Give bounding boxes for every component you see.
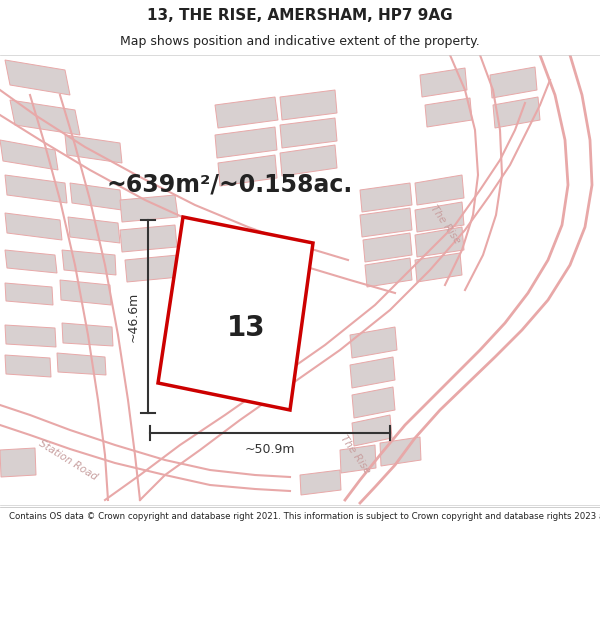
Text: ~50.9m: ~50.9m <box>245 443 295 456</box>
Text: The Rise: The Rise <box>428 204 462 246</box>
Polygon shape <box>420 68 467 97</box>
Polygon shape <box>415 202 464 232</box>
Polygon shape <box>218 155 277 186</box>
Text: Contains OS data © Crown copyright and database right 2021. This information is : Contains OS data © Crown copyright and d… <box>9 512 600 521</box>
Polygon shape <box>365 258 412 287</box>
Polygon shape <box>0 140 58 170</box>
Polygon shape <box>415 253 462 282</box>
Polygon shape <box>158 217 313 410</box>
Polygon shape <box>350 357 395 388</box>
Polygon shape <box>10 100 80 135</box>
Text: The Rise: The Rise <box>338 434 372 476</box>
Polygon shape <box>415 175 464 205</box>
Polygon shape <box>352 415 392 446</box>
Polygon shape <box>125 255 180 282</box>
Polygon shape <box>215 97 278 128</box>
Polygon shape <box>57 353 106 375</box>
Polygon shape <box>340 445 376 473</box>
Text: ~639m²/~0.158ac.: ~639m²/~0.158ac. <box>107 173 353 197</box>
Polygon shape <box>425 98 472 127</box>
Polygon shape <box>70 183 122 210</box>
Polygon shape <box>215 127 277 158</box>
Text: 13: 13 <box>227 314 265 342</box>
Polygon shape <box>380 437 421 466</box>
Polygon shape <box>62 323 113 346</box>
Polygon shape <box>62 250 116 275</box>
Polygon shape <box>280 90 337 120</box>
Polygon shape <box>280 145 337 176</box>
Polygon shape <box>352 387 395 418</box>
Polygon shape <box>350 327 397 358</box>
Polygon shape <box>360 208 412 237</box>
Polygon shape <box>0 448 36 477</box>
Polygon shape <box>65 135 122 163</box>
Polygon shape <box>120 225 177 252</box>
Polygon shape <box>490 67 537 98</box>
Polygon shape <box>415 227 464 257</box>
Polygon shape <box>5 60 70 95</box>
Polygon shape <box>60 280 111 305</box>
Text: Station Road: Station Road <box>37 438 99 482</box>
Polygon shape <box>300 470 341 495</box>
Polygon shape <box>5 355 51 377</box>
Polygon shape <box>363 233 412 262</box>
Polygon shape <box>68 217 120 243</box>
Polygon shape <box>280 118 337 148</box>
Text: Map shows position and indicative extent of the property.: Map shows position and indicative extent… <box>120 35 480 48</box>
Text: 13, THE RISE, AMERSHAM, HP7 9AG: 13, THE RISE, AMERSHAM, HP7 9AG <box>147 8 453 23</box>
Polygon shape <box>5 213 62 240</box>
Polygon shape <box>360 183 412 212</box>
Polygon shape <box>5 175 67 203</box>
Polygon shape <box>5 250 57 273</box>
Polygon shape <box>493 97 540 128</box>
Polygon shape <box>120 195 178 222</box>
Text: ~46.6m: ~46.6m <box>127 291 140 342</box>
Polygon shape <box>5 325 56 347</box>
Polygon shape <box>5 283 53 305</box>
